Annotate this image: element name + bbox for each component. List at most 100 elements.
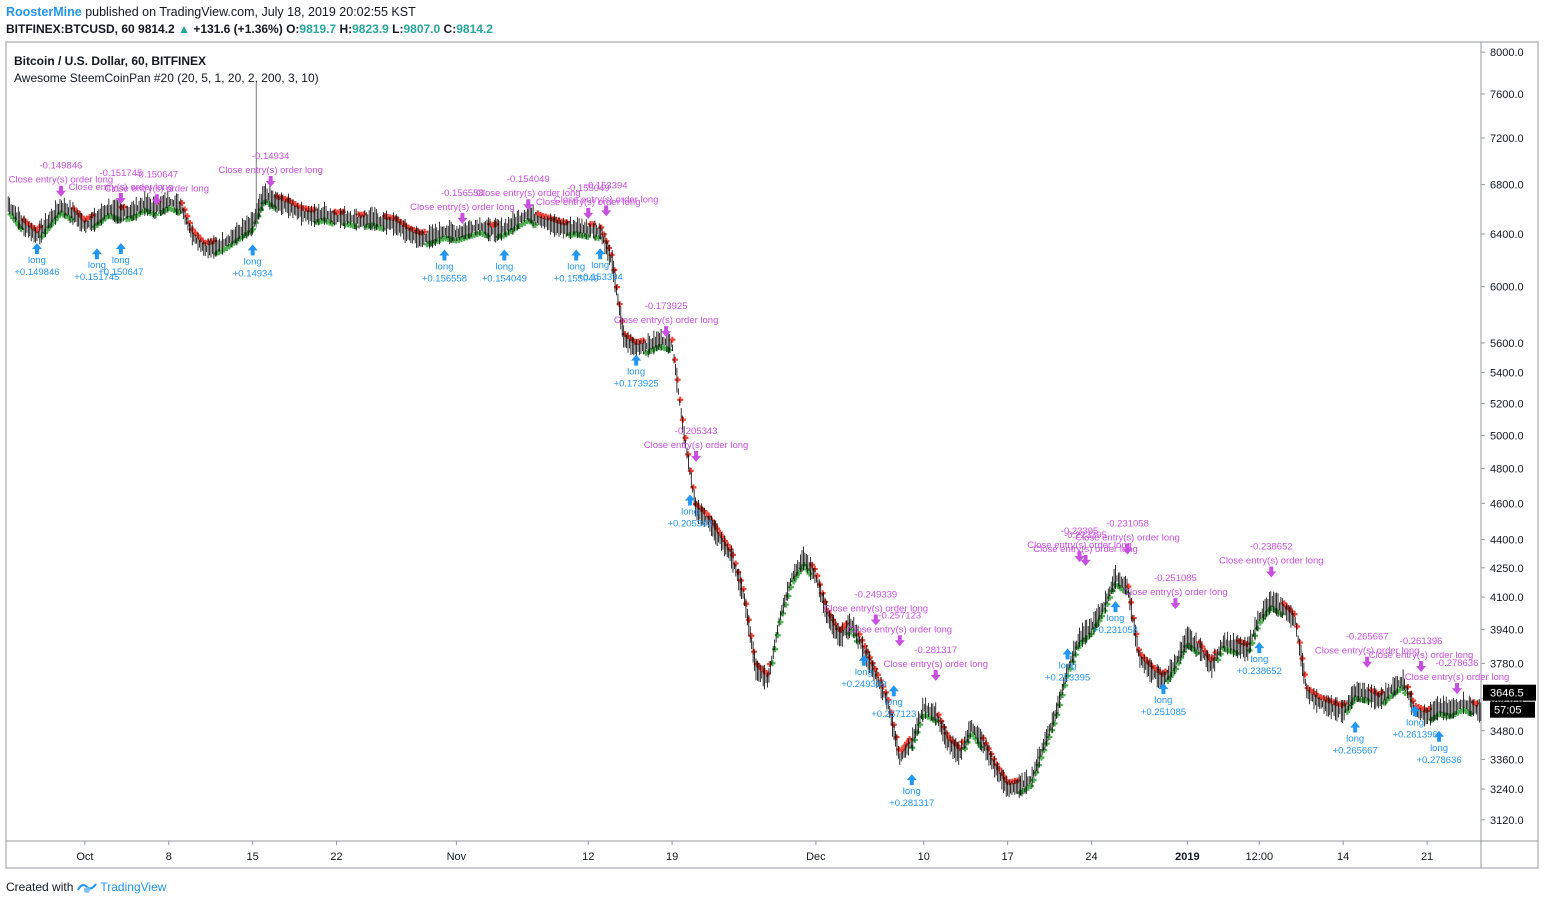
close-label: Close entry(s) order long	[614, 315, 719, 326]
y-tick-label: 3120.0	[1490, 815, 1524, 827]
symbol-label[interactable]: BITFINEX:BTCUSD, 60	[6, 22, 135, 36]
close-arrow-icon	[1452, 683, 1463, 695]
x-tick-label: 10	[918, 851, 930, 863]
close-label: Close entry(s) order long	[1123, 587, 1228, 598]
close-arrow-icon	[583, 207, 594, 219]
long-label: long	[244, 256, 262, 267]
long-label: long	[885, 697, 903, 708]
close-label: Close entry(s) order long	[218, 165, 323, 176]
trend-marker	[640, 337, 647, 344]
y-tick-label: 5000.0	[1490, 430, 1524, 442]
trend-marker	[751, 648, 758, 655]
long-arrow-icon	[115, 243, 126, 255]
trend-marker	[687, 467, 694, 474]
author-link[interactable]: RoosterMine	[6, 5, 82, 19]
price-change: +131.6 (+1.36%)	[193, 22, 283, 36]
close-label: Close entry(s) order long	[1033, 544, 1138, 555]
long-label: long	[591, 260, 609, 271]
long-value: +0.257123	[871, 709, 916, 720]
tradingview-brand-link[interactable]: TradingView	[100, 880, 167, 894]
close-arrow-icon	[1170, 598, 1181, 610]
plot-frame	[5, 41, 1539, 869]
long-arrow-icon	[1254, 642, 1265, 654]
close-value: -0.261396	[1400, 636, 1443, 647]
trend-marker	[178, 200, 185, 207]
chart-title: Bitcoin / U.S. Dollar, 60, BITFINEX	[14, 54, 206, 68]
close-arrow-icon	[115, 193, 126, 205]
long-label: long	[1406, 717, 1424, 728]
close-value: -0.149846	[40, 161, 83, 172]
trend-marker	[677, 396, 684, 403]
long-label: long	[1059, 660, 1077, 671]
x-tick-label: Nov	[447, 851, 467, 863]
close-value: -0.173925	[645, 301, 688, 312]
long-label: long	[112, 255, 130, 266]
long-arrow-icon	[439, 249, 450, 261]
trend-marker	[872, 665, 879, 672]
long-value: +0.149846	[14, 267, 59, 278]
close-value: -0.153394	[585, 180, 628, 191]
close-arrow-icon	[894, 635, 905, 647]
trend-marker	[1302, 671, 1309, 678]
long-arrow-icon	[595, 248, 606, 260]
trend-marker	[674, 376, 681, 383]
close-arrow-icon	[523, 199, 534, 211]
y-tick-label: 3780.0	[1490, 658, 1524, 670]
long-value: +0.205343	[667, 518, 712, 529]
long-label: long	[1346, 733, 1364, 744]
long-value: +0.231058	[1093, 625, 1138, 636]
long-label: long	[495, 261, 513, 272]
long-value: +0.265667	[1333, 745, 1378, 756]
close-arrow-icon	[265, 176, 276, 188]
close-value: -0.156558	[441, 188, 484, 199]
close-value: -0.257123	[878, 610, 921, 621]
close-value: -0.150647	[135, 169, 178, 180]
close-value: -0.278636	[1436, 658, 1479, 669]
x-tick-label: 14	[1337, 851, 1349, 863]
y-tick-label: 3360.0	[1490, 754, 1524, 766]
close-label: Close entry(s) order long	[1027, 540, 1132, 551]
long-label: long	[435, 261, 453, 272]
x-tick-label: Oct	[76, 851, 93, 863]
tradingview-logo-icon	[77, 883, 98, 893]
close-value: 9814.2	[456, 22, 493, 36]
x-tick-label: 17	[1002, 851, 1014, 863]
y-tick-label: 6000.0	[1490, 282, 1524, 294]
close-value: -0.205343	[675, 426, 718, 437]
close-label: Close entry(s) order long	[883, 659, 988, 670]
long-value: +0.151745	[74, 272, 119, 283]
x-tick-label: 15	[247, 851, 259, 863]
low-value: 9807.0	[403, 22, 441, 36]
long-arrow-icon	[1158, 683, 1169, 695]
y-tick-label: 3940.0	[1490, 625, 1524, 637]
high-label: H:	[339, 22, 353, 36]
trend-marker	[795, 569, 802, 576]
long-arrow-icon	[1410, 705, 1421, 717]
trend-marker	[176, 209, 183, 216]
x-tick-label: 21	[1421, 851, 1433, 863]
long-label: long	[627, 367, 645, 378]
trend-marker	[671, 356, 678, 363]
close-label: Close entry(s) order long	[1315, 646, 1420, 657]
close-arrow-icon	[691, 450, 702, 462]
long-label: long	[1250, 654, 1268, 665]
x-tick-label: Dec	[806, 851, 826, 863]
close-value: -0.251085	[1154, 573, 1197, 584]
close-arrow-icon	[1416, 661, 1427, 673]
long-value: +0.156558	[422, 273, 467, 284]
y-tick-label: 4400.0	[1490, 535, 1524, 547]
close-arrow-icon	[457, 212, 468, 224]
y-tick-label: 4100.0	[1490, 592, 1524, 604]
close-label: Close entry(s) order long	[554, 194, 659, 205]
close-arrow-icon	[1122, 543, 1133, 555]
long-label: long	[903, 786, 921, 797]
long-arrow-icon	[91, 248, 102, 260]
trend-marker	[682, 434, 689, 441]
trend-marker	[777, 619, 784, 626]
last-price-label: 3646.5	[1490, 688, 1524, 700]
long-value: +0.249339	[841, 679, 886, 690]
close-label: Close entry(s) order long	[476, 188, 581, 199]
long-arrow-icon	[571, 249, 582, 261]
long-arrow-icon	[1110, 601, 1121, 613]
